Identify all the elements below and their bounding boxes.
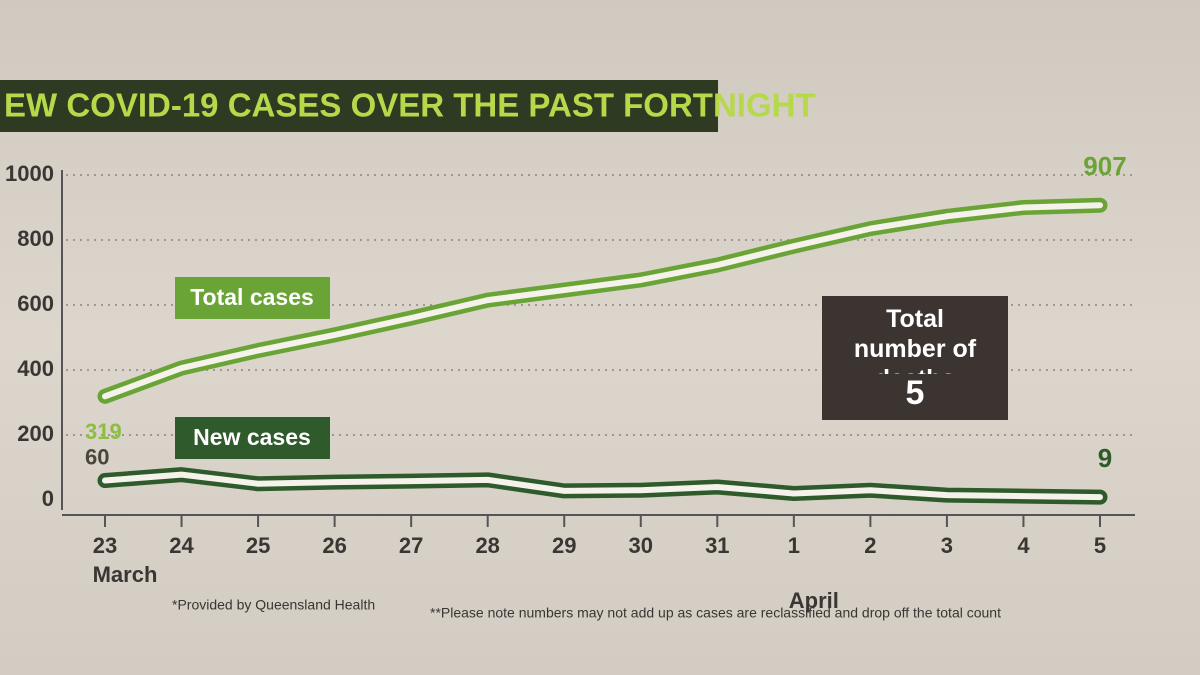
data-label: 60 xyxy=(85,444,109,469)
y-tick-label: 600 xyxy=(17,291,54,316)
chart-title: EW COVID-19 CASES OVER THE PAST FORTNIGH… xyxy=(4,87,816,124)
data-label: 907 xyxy=(1083,151,1126,181)
series-line-highlight xyxy=(102,471,1103,501)
x-tick-label: 26 xyxy=(322,533,346,558)
y-tick-label: 800 xyxy=(17,226,54,251)
footnote: **Please note numbers may not add up as … xyxy=(430,605,1001,621)
legend-label: Total cases xyxy=(190,284,314,310)
x-tick-label: 30 xyxy=(629,533,653,558)
series-line-highlight xyxy=(102,202,1103,400)
x-tick-label: 28 xyxy=(475,533,499,558)
x-tick-label: 25 xyxy=(246,533,270,558)
data-label: 319 xyxy=(85,419,122,444)
legend-label: New cases xyxy=(193,424,311,450)
legend-box xyxy=(175,277,330,319)
legend-box xyxy=(175,417,330,459)
x-tick-label: 24 xyxy=(169,533,194,558)
y-tick-label: 400 xyxy=(17,356,54,381)
x-tick-label: 5 xyxy=(1094,533,1106,558)
x-tick-label: 29 xyxy=(552,533,576,558)
x-tick-label: 31 xyxy=(705,533,729,558)
x-tick-label: 27 xyxy=(399,533,423,558)
annotation-box xyxy=(822,296,1008,420)
y-tick-label: 1000 xyxy=(5,161,54,186)
x-tick-label: 23 xyxy=(93,533,117,558)
annotation-text-box: Total number of deaths xyxy=(853,305,977,374)
month-label: April xyxy=(789,588,839,613)
x-tick-label: 1 xyxy=(788,533,800,558)
x-tick-label: 3 xyxy=(941,533,953,558)
x-tick-label: 2 xyxy=(864,533,876,558)
annotation-value: 5 xyxy=(906,374,925,412)
x-tick-label: 4 xyxy=(1017,533,1030,558)
y-tick-label: 200 xyxy=(17,421,54,446)
y-tick-label: 0 xyxy=(42,486,54,511)
title-band xyxy=(0,80,718,132)
month-label: March xyxy=(93,562,158,587)
footnote: *Provided by Queensland Health xyxy=(172,597,375,613)
data-label: 9 xyxy=(1098,443,1112,473)
annotation-text: Total number of deaths xyxy=(853,305,977,374)
